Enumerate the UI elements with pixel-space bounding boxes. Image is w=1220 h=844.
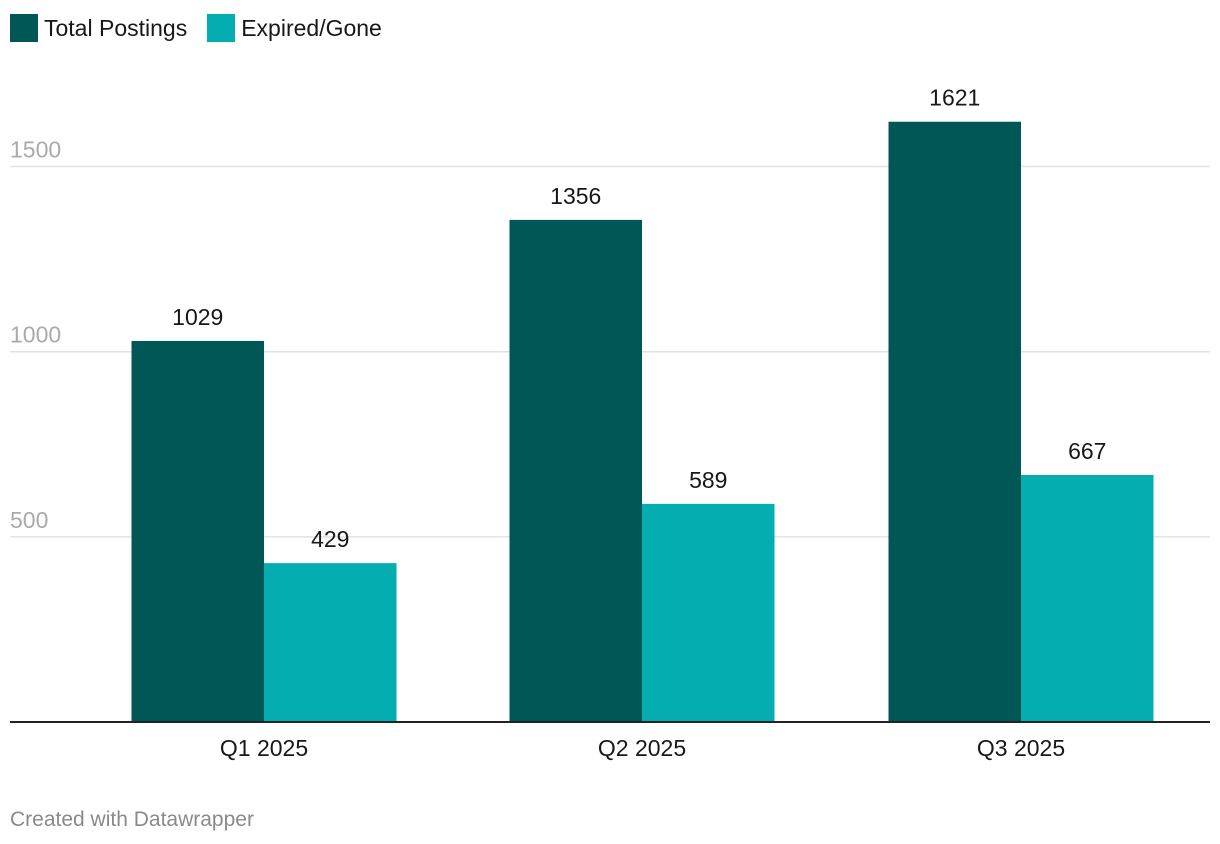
legend-label-total-postings: Total Postings [44,15,188,41]
x-tick-label-3: Q3 2025 [977,735,1065,761]
data-label-total-postings-2: 1356 [550,183,601,209]
bar-chart: 500 1000 1500 1029 429 Q1 2025 1356 589 Q2 2025 1… [10,85,1210,761]
bar-total-postings-2 [509,219,642,722]
data-label-total-postings-1: 1029 [172,304,223,330]
x-tick-label-1: Q1 2025 [220,735,308,761]
legend-item-expired-gone: Expired/Gone [207,14,382,42]
bar-expired-gone-2 [642,503,775,722]
bar-expired-gone-3 [1021,475,1154,722]
y-tick-label-500: 500 [10,507,48,533]
credit-text: Created with Datawrapper [10,808,254,831]
legend-swatch-total-postings [10,14,38,42]
chart-legend: Total Postings Expired/Gone [10,14,382,42]
data-label-expired-gone-2: 589 [689,467,727,493]
x-tick-label-2: Q2 2025 [598,735,686,761]
data-label-expired-gone-1: 429 [311,526,349,552]
data-label-total-postings-3: 1621 [929,85,980,111]
bar-expired-gone-1 [264,563,397,722]
data-label-expired-gone-3: 667 [1068,438,1106,464]
y-tick-label-1000: 1000 [10,322,61,348]
y-tick-label-1500: 1500 [10,137,61,163]
bar-total-postings-3 [888,121,1021,722]
legend-swatch-expired-gone [207,14,236,42]
legend-item-total-postings: Total Postings [10,14,187,42]
legend-label-expired-gone: Expired/Gone [241,15,382,41]
bar-total-postings-1 [131,340,264,722]
